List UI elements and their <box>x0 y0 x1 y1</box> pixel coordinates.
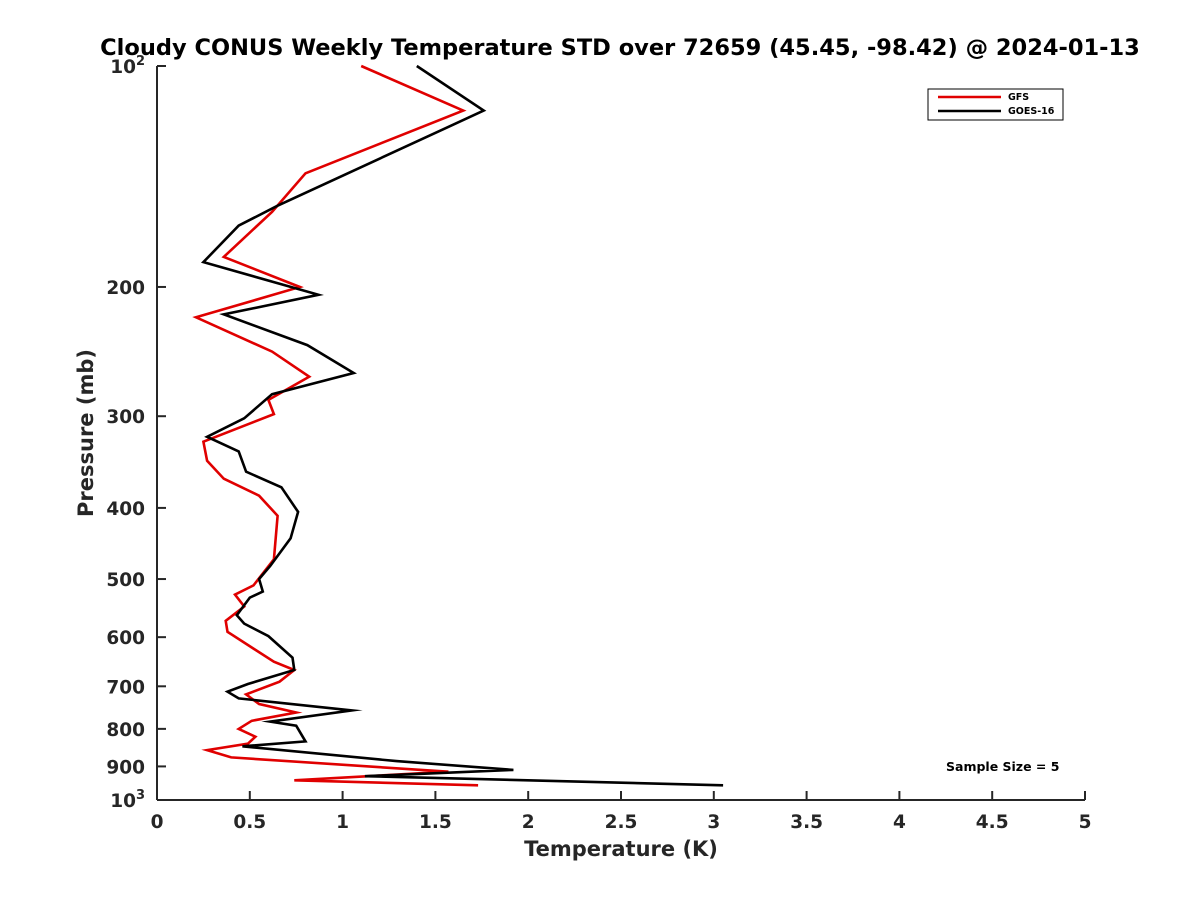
series-layer <box>192 64 724 787</box>
legend: GFS GOES-16 <box>927 88 1064 121</box>
y-tick-label: 200 <box>106 278 145 299</box>
x-tick-label: 0.5 <box>233 812 266 833</box>
legend-box <box>927 88 1064 121</box>
y-tick-label: 103 <box>110 788 145 812</box>
x-tick-label: 3.5 <box>790 812 823 833</box>
series-line-gfs <box>192 64 479 787</box>
y-axis-label: Pressure (mb) <box>74 349 98 517</box>
x-tick-label: 0 <box>151 812 164 833</box>
x-tick-label: 1 <box>336 812 349 833</box>
x-tick-label: 2.5 <box>605 812 638 833</box>
y-tick-label: 700 <box>106 677 145 698</box>
x-axis-label: Temperature (K) <box>524 837 718 861</box>
y-tick-label: 900 <box>106 757 145 778</box>
y-tick-label: 500 <box>106 570 145 591</box>
y-tick-label: 400 <box>106 499 145 520</box>
y-tick-label: 102 <box>110 54 145 78</box>
legend-label-gfs: GFS <box>1008 92 1029 103</box>
series-line-goes16 <box>200 64 724 787</box>
sample-size-annotation: Sample Size = 5 <box>946 759 1059 774</box>
y-tick-label: 800 <box>106 720 145 741</box>
chart-title: Cloudy CONUS Weekly Temperature STD over… <box>100 35 1140 61</box>
y-tick-label: 600 <box>106 628 145 649</box>
x-tick-label: 4 <box>893 812 906 833</box>
x-tick-label: 4.5 <box>976 812 1009 833</box>
x-tick-label: 3 <box>707 812 720 833</box>
plot-axes <box>156 66 1085 801</box>
x-tick-label: 1.5 <box>419 812 452 833</box>
x-tick-label: 5 <box>1079 812 1092 833</box>
axis-ticks: 0 0.5 1 1.5 2 2.5 3 3.5 4 4.5 5 102 200 300 400 500 600 7… <box>106 54 1091 833</box>
legend-label-goes16: GOES-16 <box>1008 106 1055 117</box>
y-tick-label: 300 <box>106 407 145 428</box>
x-tick-label: 2 <box>522 812 535 833</box>
